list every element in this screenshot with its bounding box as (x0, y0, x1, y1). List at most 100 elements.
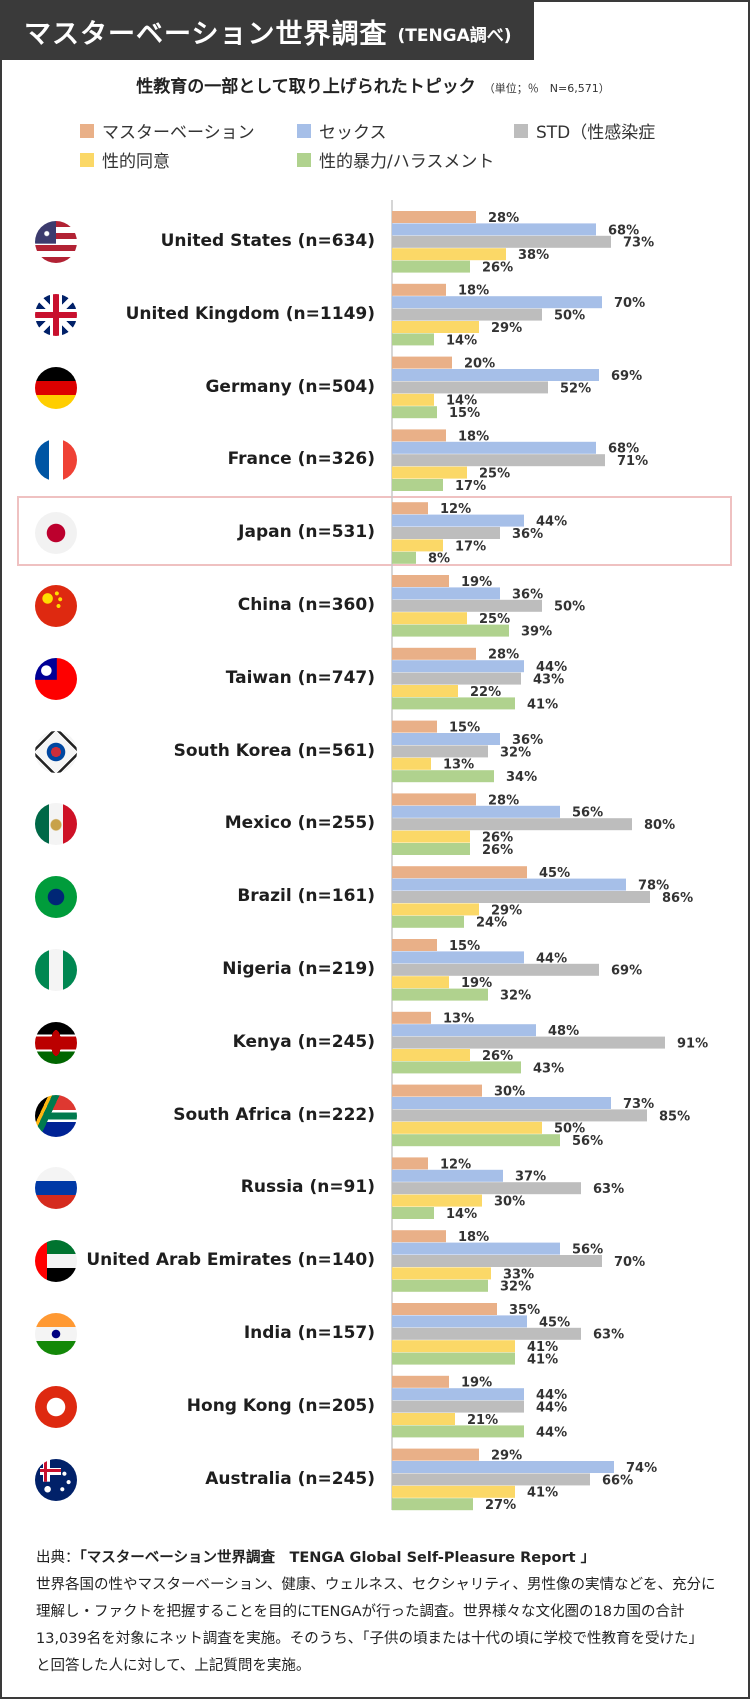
data-label: 73% (623, 236, 654, 251)
bar (392, 612, 467, 625)
data-label: 50% (554, 600, 585, 615)
bar (392, 260, 470, 273)
bar (392, 976, 449, 989)
chart-subtitle: 性教育の一部として取り上げられたトピック （単位；％ N=6,571） (0, 72, 746, 97)
data-label: 26% (482, 1049, 513, 1064)
category-label: Mexico (n=255) (224, 813, 375, 834)
bar (392, 211, 476, 223)
category-label: United Kingdom (n=1149) (125, 303, 375, 324)
bar (392, 1182, 581, 1195)
bar (392, 818, 632, 831)
data-label: 19% (461, 575, 492, 590)
nigeria-flag-icon (35, 949, 77, 991)
hong-kong-flag-icon (35, 1385, 77, 1428)
footer-source: 出典：「マスターベーション世界調査 TENGA Global Self-Plea… (36, 1545, 716, 1680)
unit-note: （単位；％ N=6,571） (483, 82, 610, 95)
category-label: Japan (n=531) (238, 522, 375, 543)
bar (392, 805, 560, 818)
data-label: 43% (533, 673, 564, 688)
data-label: 50% (554, 1122, 585, 1137)
bar (392, 321, 479, 333)
data-label: 26% (482, 831, 513, 846)
bar (392, 381, 548, 394)
bar (392, 697, 515, 710)
data-label: 73% (623, 1097, 654, 1112)
data-label: 91% (677, 1037, 708, 1052)
bar (392, 454, 605, 467)
data-label: 74% (626, 1461, 657, 1476)
bar (392, 1230, 446, 1243)
legend-item-std: STD（性感染症 (514, 118, 655, 143)
bar (392, 963, 599, 976)
data-label: 18% (458, 284, 489, 299)
category-label: Australia (n=245) (205, 1468, 375, 1489)
us-flag-icon (35, 221, 77, 263)
legend-swatch (297, 152, 311, 167)
data-label: 80% (644, 818, 675, 833)
bar (392, 502, 428, 515)
data-label: 50% (554, 309, 585, 324)
data-label: 28% (488, 793, 519, 808)
legend-label: マスターベーション (102, 123, 255, 143)
data-label: 44% (536, 515, 567, 530)
data-label: 21% (467, 1413, 498, 1428)
bar (392, 587, 500, 600)
bar (392, 951, 524, 964)
data-label: 18% (458, 429, 489, 444)
bar (392, 514, 524, 527)
legend-item-violence: 性的暴力/ハラスメント (297, 147, 494, 172)
data-label: 17% (455, 539, 486, 554)
data-label: 70% (614, 296, 645, 311)
legend-swatch (514, 123, 528, 138)
bar (392, 1400, 524, 1413)
bar (392, 843, 470, 855)
bar (392, 1267, 491, 1280)
bar (392, 551, 416, 564)
france-flag-icon (35, 439, 77, 482)
bar (392, 1461, 614, 1473)
bar (392, 466, 467, 479)
data-label: 56% (572, 1134, 603, 1149)
data-label: 37% (515, 1170, 546, 1185)
legend-swatch (80, 152, 94, 167)
bar (392, 235, 611, 248)
bar (392, 1084, 482, 1097)
bar (392, 1049, 470, 1061)
bar (392, 866, 527, 879)
category-label: Germany (n=504) (205, 376, 375, 397)
brazil-flag-icon (35, 876, 77, 919)
bar (392, 1109, 647, 1122)
bar (392, 685, 458, 697)
category-label: Nigeria (n=219) (222, 959, 375, 979)
category-label: India (n=157) (243, 1323, 375, 1343)
data-label: 13% (443, 1012, 474, 1027)
data-label: 30% (494, 1085, 525, 1100)
data-label: 8% (428, 552, 450, 567)
data-label: 44% (536, 951, 567, 966)
bar (392, 406, 437, 419)
bar (392, 296, 602, 309)
data-label: 41% (527, 1486, 558, 1501)
legend-swatch (297, 123, 311, 138)
data-label: 25% (479, 467, 510, 482)
category-label: South Africa (n=222) (173, 1104, 375, 1125)
data-label: 43% (533, 1061, 564, 1076)
data-label: 12% (440, 1157, 471, 1172)
bar (392, 1485, 515, 1498)
germany-flag-icon (35, 366, 77, 409)
data-label: 19% (461, 976, 492, 991)
data-label: 63% (593, 1328, 624, 1343)
data-label: 15% (449, 939, 480, 954)
bar (392, 539, 443, 552)
bar (392, 1352, 515, 1365)
data-label: 44% (536, 660, 567, 675)
data-label: 14% (446, 394, 477, 409)
uae-flag-icon (35, 1240, 77, 1283)
data-label: 20% (464, 357, 495, 372)
data-label: 45% (539, 1315, 570, 1330)
bar (392, 1036, 665, 1049)
data-label: 66% (602, 1473, 633, 1488)
bar (392, 733, 500, 745)
bar (392, 624, 509, 637)
header-bar: マスターベーション世界調査 (TENGA調べ) (2, 2, 534, 60)
